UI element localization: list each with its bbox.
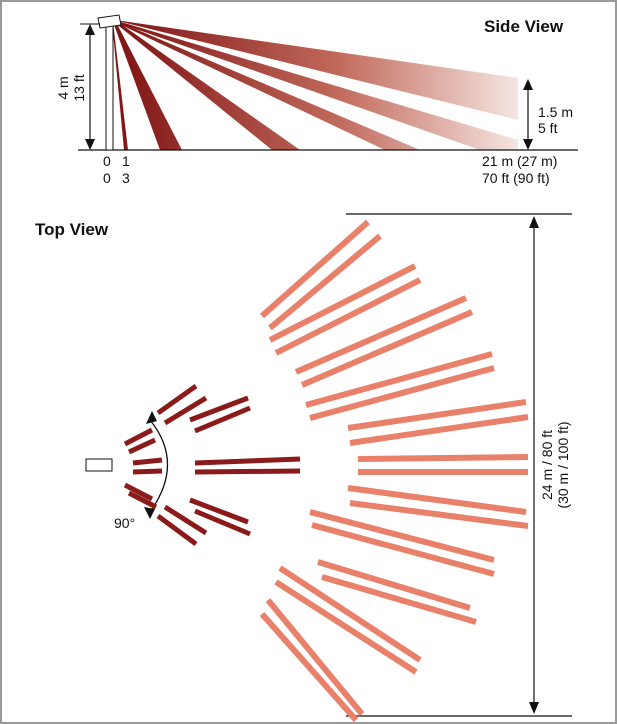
arrowhead — [146, 411, 157, 424]
tick-1-feet: 3 — [122, 170, 130, 186]
far-zone-beam — [265, 598, 365, 716]
width-label-line2: (30 m / 100 ft) — [555, 421, 571, 508]
tick-0-meters: 0 — [103, 153, 111, 169]
far-zone-beam — [260, 219, 370, 319]
coverage-angle-label: 90° — [114, 515, 135, 531]
near-zone-beam — [132, 457, 163, 466]
far-zone-beam — [347, 485, 527, 515]
top-view: Top View 90° 24 m / 80 ft (30 m / 100 ft… — [35, 213, 572, 722]
tick-0-feet: 0 — [103, 170, 111, 186]
near-zone-beam — [194, 508, 251, 537]
side-view-title: Side View — [484, 17, 564, 36]
sensor-icon — [85, 458, 113, 472]
sensor-icon — [97, 14, 122, 29]
far-zone-beam — [294, 295, 468, 375]
far-zone-beam — [309, 365, 495, 421]
mounting-pole — [105, 25, 114, 151]
target-height-feet: 5 ft — [538, 120, 558, 136]
arrowhead — [529, 216, 539, 228]
near-zone-beam — [189, 395, 249, 423]
side-beam-4 — [115, 22, 420, 150]
side-beams — [112, 21, 518, 150]
arrowhead — [85, 24, 95, 35]
far-zone-beam — [347, 399, 527, 431]
far-zone-beam — [349, 500, 529, 529]
arrowhead — [144, 507, 155, 519]
height-meters-label: 4 m — [55, 76, 71, 99]
arrowhead — [529, 702, 539, 714]
far-zone-beam — [274, 579, 418, 675]
height-feet-label: 13 ft — [71, 74, 87, 101]
far-zone-beam — [274, 277, 422, 356]
far-zone-beam — [268, 263, 417, 343]
near-zone-beam — [163, 504, 208, 536]
far-zone-beam — [278, 565, 422, 663]
far-zone-beam — [300, 309, 474, 388]
near-zone-beam — [123, 482, 154, 502]
far-zone-beam — [305, 351, 493, 408]
arrowhead — [523, 79, 533, 90]
arrowhead — [85, 139, 95, 150]
side-beam-1 — [112, 22, 128, 150]
near-zone-beam — [132, 468, 163, 475]
coverage-angle-arc — [149, 419, 169, 513]
range-feet-label: 70 ft (90 ft) — [482, 170, 550, 186]
range-meters-label: 21 m (27 m) — [482, 153, 557, 169]
far-zone-beam — [259, 612, 359, 722]
far-zone-beam — [317, 559, 471, 611]
near-zone-beam — [123, 427, 154, 447]
top-view-title: Top View — [35, 220, 109, 239]
near-zone-beam — [189, 497, 249, 525]
width-label-line1: 24 m / 80 ft — [539, 430, 555, 500]
arrowhead — [523, 139, 533, 150]
far-zone-beam — [311, 522, 495, 577]
far-zone-beam — [309, 509, 495, 563]
near-zone-beam — [156, 383, 198, 416]
far-zone-beam — [321, 574, 477, 625]
side-beam-2 — [113, 22, 182, 150]
far-zone-beam — [349, 414, 529, 446]
side-beam-5 — [116, 22, 518, 150]
near-zone-beam — [194, 456, 301, 466]
side-beam-3 — [114, 22, 300, 150]
near-zone-beam — [127, 490, 158, 510]
tick-1-meters: 1 — [122, 153, 130, 169]
top-view-beams — [123, 219, 529, 722]
target-height-meters: 1.5 m — [538, 104, 573, 120]
near-zone-beam — [194, 405, 251, 434]
side-view: Side View 4 m 13 ft 1.5 m 5 ft 0 0 1 3 2… — [55, 14, 578, 186]
side-beam-6 — [118, 21, 518, 120]
near-zone-beam — [194, 468, 301, 475]
near-zone-beam — [163, 395, 208, 426]
far-zone-beam — [268, 233, 382, 331]
far-zone-beam — [357, 454, 529, 462]
near-zone-beam — [156, 513, 198, 547]
near-zone-beam — [127, 437, 157, 455]
